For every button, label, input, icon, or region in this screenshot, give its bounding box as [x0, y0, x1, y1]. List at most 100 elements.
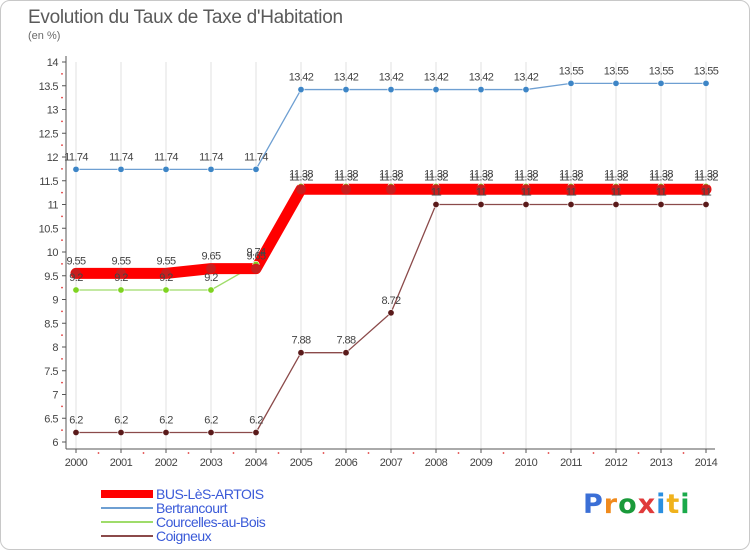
x-minor-dot: [592, 452, 595, 454]
data-point: [252, 428, 260, 436]
legend-label: Courcelles-au-Bois: [156, 514, 266, 530]
data-point: [342, 86, 350, 94]
data-point: [386, 184, 396, 195]
data-label: 11: [476, 187, 487, 199]
y-minor-dot: [61, 429, 63, 432]
y-tick-label: 7.5: [44, 366, 58, 378]
x-minor-dot: [637, 452, 640, 454]
data-label: 13.55: [694, 65, 719, 77]
data-point: [297, 349, 305, 357]
x-minor-dot: [367, 452, 370, 454]
data-label: 11.32: [649, 171, 673, 183]
x-tick-label: 2004: [245, 457, 268, 469]
y-minor-dot: [61, 405, 63, 408]
data-label: 7.88: [291, 335, 310, 347]
legend-swatch: [101, 535, 153, 537]
data-point: [162, 428, 170, 436]
data-label: 11.38: [379, 168, 403, 180]
data-point: [611, 184, 621, 195]
x-tick-label: 2011: [560, 457, 582, 469]
data-point: [341, 184, 351, 195]
proxiti-logo[interactable]: Proxiti: [583, 489, 691, 520]
legend-item-courcelles-au-bois[interactable]: Courcelles-au-Bois: [101, 514, 266, 530]
data-point: [72, 428, 80, 436]
data-point: [522, 86, 530, 94]
data-label: 11: [521, 187, 532, 199]
data-label: 11.32: [424, 171, 448, 183]
data-point: [206, 263, 216, 274]
x-minor-dot: [547, 452, 550, 454]
data-point: [251, 263, 261, 274]
data-label: 9.2: [69, 272, 83, 284]
data-label: 9.55: [111, 255, 130, 267]
data-label: 9.2: [204, 272, 218, 284]
x-tick-label: 2000: [65, 457, 88, 469]
x-tick-label: 2003: [200, 457, 223, 469]
legend-swatch: [101, 490, 153, 498]
data-point: [702, 79, 710, 87]
y-minor-dot: [61, 357, 63, 360]
x-minor-dot: [187, 452, 190, 454]
y-tick-label: 6.5: [44, 413, 58, 425]
data-point: [567, 79, 575, 87]
y-minor-dot: [61, 96, 63, 99]
chart-title: Evolution du Taux de Taxe d'Habitation: [28, 7, 343, 28]
gridlines: [75, 62, 707, 449]
data-label: 11.32: [694, 171, 718, 183]
data-labels: 9.55 9.55 9.55 9.65 9.65 11.32 11.32 11.32 11.32…: [64, 65, 719, 426]
data-label: 11.38: [559, 168, 583, 180]
x-tick-label: 2006: [335, 457, 358, 469]
data-point: [521, 184, 531, 195]
x-minor-dot: [457, 452, 460, 454]
data-label: 11: [656, 187, 667, 199]
data-label: 11.74: [109, 151, 133, 163]
axes: 6 6.5 7 7.5 8 8.5 9 9.5 10 10.5 11 11.5 12 12.5 13 13.5…: [39, 56, 718, 469]
legend-item-coigneux[interactable]: Coigneux: [101, 529, 265, 543]
y-tick-label: 13: [47, 105, 59, 117]
data-point: [612, 201, 620, 209]
data-label: 6.2: [159, 415, 173, 427]
data-label: 13.42: [379, 72, 404, 84]
legend-item-bertrancourt[interactable]: Bertrancourt: [101, 501, 265, 515]
data-point: [342, 349, 350, 357]
data-point: [162, 286, 170, 294]
data-point: [431, 184, 441, 195]
y-tick-label: 8.5: [44, 318, 58, 330]
data-label: 11.38: [289, 168, 313, 180]
data-point: [432, 201, 440, 209]
data-label: 11.32: [559, 171, 583, 183]
data-label: 7.88: [336, 335, 355, 347]
legend-swatch: [101, 507, 153, 509]
data-label: 11.74: [154, 151, 178, 163]
x-minor-dot: [682, 452, 685, 454]
data-label: 11.38: [694, 168, 718, 180]
y-tick-label: 7: [52, 390, 58, 402]
data-label: 6.2: [249, 415, 263, 427]
data-point: [207, 165, 215, 173]
data-label: 11: [431, 187, 442, 199]
x-tick-label: 2012: [605, 457, 628, 469]
data-label: 11.32: [604, 171, 628, 183]
data-point: [566, 184, 576, 195]
data-label: 11.32: [289, 171, 313, 183]
y-tick-label: 8: [52, 342, 58, 354]
data-label: 13.55: [649, 65, 674, 77]
data-point: [702, 201, 710, 209]
data-label: 13.42: [424, 72, 449, 84]
data-point: [296, 184, 306, 195]
y-minor-dot: [61, 239, 63, 242]
y-minor-dot: [61, 144, 63, 147]
x-tick-label: 2014: [695, 457, 718, 469]
data-label: 11.38: [604, 168, 628, 180]
logo-letter: P: [583, 489, 604, 520]
data-point: [72, 286, 80, 294]
y-minor-dot: [61, 286, 63, 289]
data-point: [117, 286, 125, 294]
legend-item-bus-les-artois[interactable]: BUS-LèS-ARTOIS: [101, 487, 265, 501]
y-tick-label: 11: [48, 200, 59, 212]
data-label: 9.65: [201, 251, 220, 263]
y-minor-dot: [61, 215, 63, 218]
data-point: [477, 86, 485, 94]
data-point: [656, 184, 666, 195]
